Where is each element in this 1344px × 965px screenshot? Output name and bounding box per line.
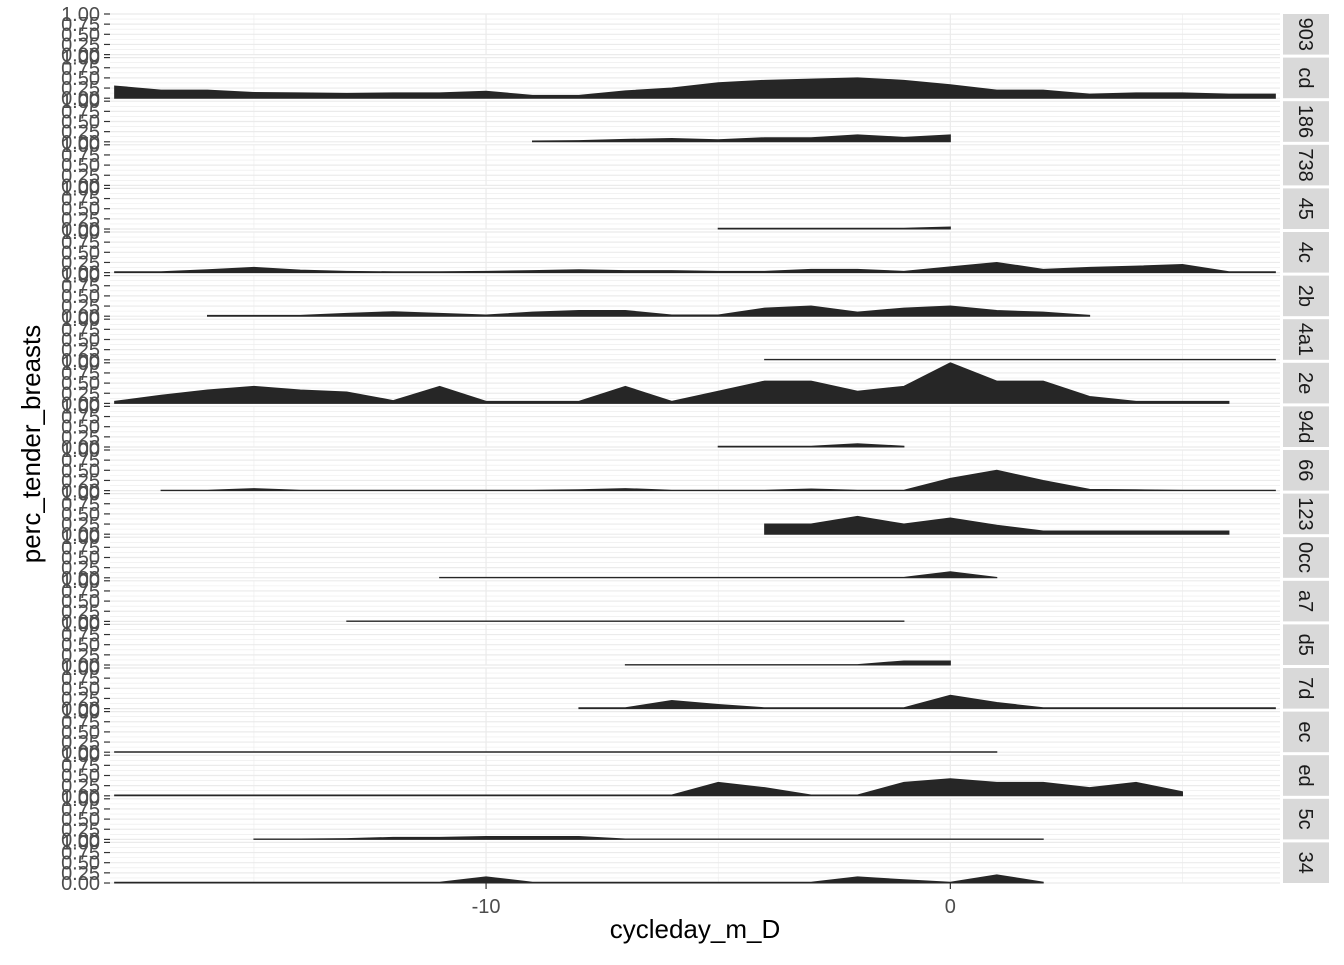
facet-strip-label: cd xyxy=(1294,67,1316,88)
y-tick-label: 1.00 xyxy=(61,702,100,724)
y-tick-label: 1.00 xyxy=(61,4,100,26)
facet-strip-label: 66 xyxy=(1294,459,1316,481)
y-tick-label: 1.00 xyxy=(61,745,100,767)
facet-strip-label: 7d xyxy=(1294,677,1316,699)
facet-strip-label: 2b xyxy=(1294,285,1316,307)
facet-strip-label: 0cc xyxy=(1294,542,1316,573)
y-tick-label: 1.00 xyxy=(61,135,100,157)
facet-strip-label: 4c xyxy=(1294,242,1316,263)
y-tick-label: 1.00 xyxy=(61,614,100,636)
facet-strip-label: 34 xyxy=(1294,852,1316,874)
panels-layer: 0.000.250.500.751.009030.000.250.500.751… xyxy=(61,4,1329,895)
y-tick-label: 1.00 xyxy=(61,789,100,811)
x-axis: -10 0 xyxy=(472,883,956,918)
y-axis-title: perc_tender_breasts xyxy=(16,325,46,563)
facet-strip-label: 45 xyxy=(1294,198,1316,220)
facet-strip-label: 123 xyxy=(1294,497,1316,530)
facet-strip-label: ec xyxy=(1294,721,1316,742)
facet-strip-label: 186 xyxy=(1294,105,1316,138)
y-tick-label: 1.00 xyxy=(61,48,100,70)
facet-strip-label: 738 xyxy=(1294,148,1316,181)
y-tick-label: 1.00 xyxy=(61,571,100,593)
y-tick-label: 1.00 xyxy=(61,484,100,506)
x-axis-title: cycleday_m_D xyxy=(610,914,781,944)
y-tick-label: 1.00 xyxy=(61,440,100,462)
facet-strip-label: a7 xyxy=(1294,590,1316,612)
x-tick-label: 0 xyxy=(945,896,956,918)
facet-strip-label: 5c xyxy=(1294,809,1316,830)
y-tick-label: 1.00 xyxy=(61,527,100,549)
facet-strip-label: ed xyxy=(1294,764,1316,786)
y-tick-label: 1.00 xyxy=(61,266,100,288)
facet-strip-label: 4a1 xyxy=(1294,323,1316,356)
facet-strip-label: 94d xyxy=(1294,410,1316,443)
y-tick-label: 1.00 xyxy=(61,309,100,331)
y-tick-label: 1.00 xyxy=(61,178,100,200)
y-tick-label: 1.00 xyxy=(61,91,100,113)
facet-strip-label: 903 xyxy=(1294,18,1316,51)
y-tick-label: 1.00 xyxy=(61,396,100,418)
y-tick-label: 1.00 xyxy=(61,353,100,375)
y-tick-label: 1.00 xyxy=(61,222,100,244)
y-tick-label: 1.00 xyxy=(61,832,100,854)
facet-strip-label: 2e xyxy=(1294,372,1316,394)
facet-strip-label: d5 xyxy=(1294,634,1316,656)
y-tick-label: 1.00 xyxy=(61,658,100,680)
x-tick-label: -10 xyxy=(472,896,501,918)
